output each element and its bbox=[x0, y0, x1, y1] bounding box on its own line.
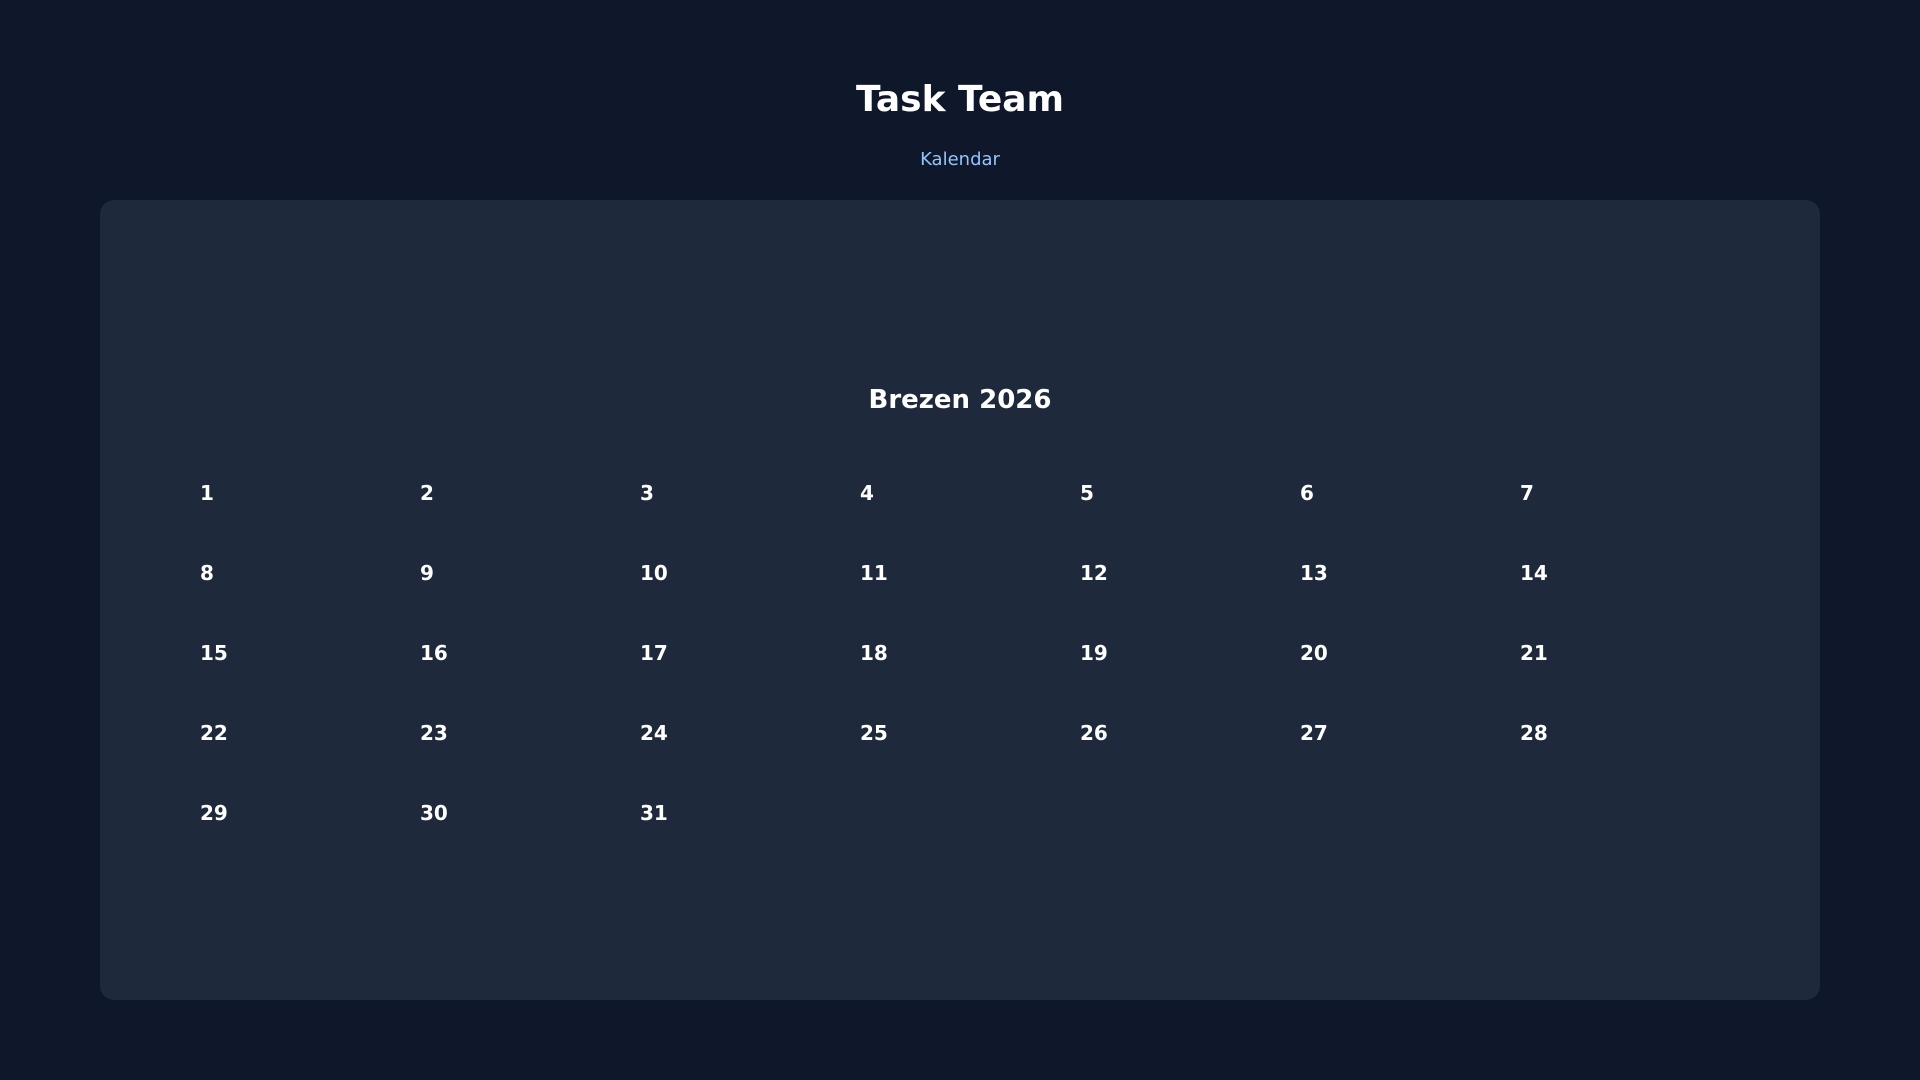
calendar-day[interactable]: 4 bbox=[860, 481, 874, 505]
calendar-day[interactable]: 2 bbox=[420, 481, 434, 505]
calendar-day[interactable]: 9 bbox=[420, 561, 434, 585]
calendar-day[interactable]: 7 bbox=[1520, 481, 1534, 505]
calendar-day[interactable]: 13 bbox=[1300, 561, 1328, 585]
calendar-day[interactable]: 19 bbox=[1080, 641, 1108, 665]
calendar-day[interactable]: 20 bbox=[1300, 641, 1328, 665]
calendar-day[interactable]: 16 bbox=[420, 641, 448, 665]
calendar-card: Brezen 2026 1 2 3 4 5 6 7 8 9 10 11 12 13 14 15 16 17 18 1… bbox=[100, 200, 1820, 1000]
calendar-day[interactable]: 12 bbox=[1080, 561, 1108, 585]
calendar-day[interactable]: 10 bbox=[640, 561, 668, 585]
calendar-day[interactable]: 24 bbox=[640, 721, 668, 745]
calendar-day[interactable]: 22 bbox=[200, 721, 228, 745]
page-subtitle: Kalendar bbox=[920, 149, 1000, 170]
calendar-day[interactable]: 26 bbox=[1080, 721, 1108, 745]
calendar-day[interactable]: 25 bbox=[860, 721, 888, 745]
calendar-day[interactable]: 6 bbox=[1300, 481, 1314, 505]
calendar-day[interactable]: 11 bbox=[860, 561, 888, 585]
calendar-day[interactable]: 31 bbox=[640, 801, 668, 825]
calendar-day[interactable]: 15 bbox=[200, 641, 228, 665]
calendar-day[interactable]: 18 bbox=[860, 641, 888, 665]
calendar-day[interactable]: 21 bbox=[1520, 641, 1548, 665]
calendar-day[interactable]: 3 bbox=[640, 481, 654, 505]
calendar-day[interactable]: 27 bbox=[1300, 721, 1328, 745]
calendar-day[interactable]: 30 bbox=[420, 801, 448, 825]
calendar-day[interactable]: 8 bbox=[200, 561, 214, 585]
calendar-day[interactable]: 28 bbox=[1520, 721, 1548, 745]
calendar-grid: 1 2 3 4 5 6 7 8 9 10 11 12 13 14 15 16 17 18 19 20 21 22 23 24 2… bbox=[200, 480, 1740, 880]
calendar-day[interactable]: 23 bbox=[420, 721, 448, 745]
month-label: Brezen 2026 bbox=[868, 385, 1052, 415]
calendar-day[interactable]: 17 bbox=[640, 641, 668, 665]
app-title: Task Team bbox=[855, 79, 1065, 120]
calendar-day[interactable]: 29 bbox=[200, 801, 228, 825]
calendar-day[interactable]: 1 bbox=[200, 481, 214, 505]
calendar-day[interactable]: 14 bbox=[1520, 561, 1548, 585]
calendar-day[interactable]: 5 bbox=[1080, 481, 1094, 505]
